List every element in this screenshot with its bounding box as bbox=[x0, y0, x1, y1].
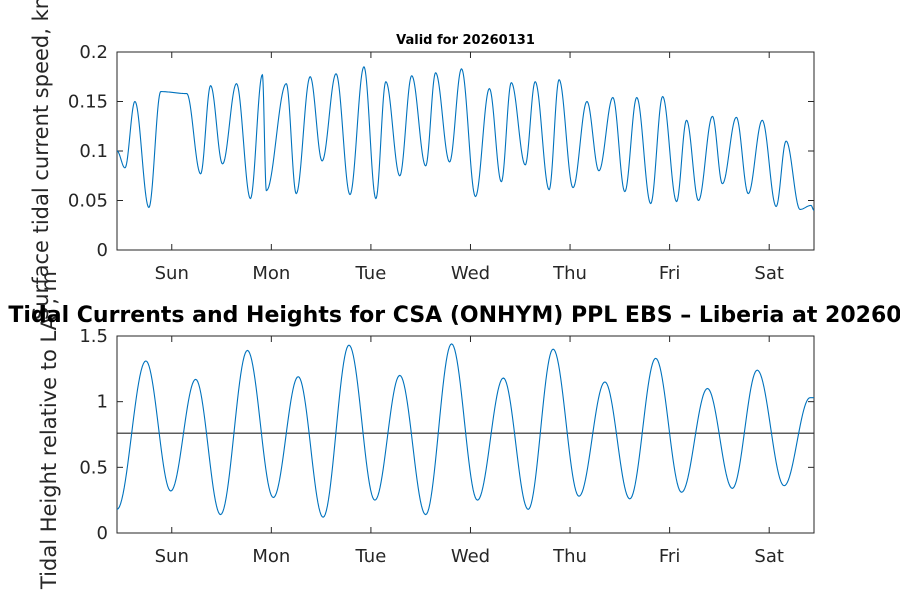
ytick-label: 0 bbox=[97, 240, 108, 261]
xtick-label-thu: Thu bbox=[552, 546, 587, 567]
tidal-height-axes: 0 0.5 1 1.5 Sun Mon Tue Wed Thu Fri Sat Tidal Heig… bbox=[37, 271, 815, 590]
ytick-label: 0.5 bbox=[79, 457, 108, 478]
xtick-label-sun: Sun bbox=[155, 263, 189, 284]
tidal-height-ylabel: Tidal Height relative to LAT, m bbox=[37, 271, 61, 590]
xtick-label-mon: Mon bbox=[252, 263, 290, 284]
ytick-label: 0.2 bbox=[79, 42, 108, 63]
xtick-label-thu: Thu bbox=[552, 263, 587, 284]
xtick-label-mon: Mon bbox=[252, 546, 290, 567]
ytick-label: 0.1 bbox=[79, 141, 108, 162]
figure-main-title: Tidal Currents and Heights for CSA (ONHY… bbox=[8, 303, 900, 328]
ytick-label: 0 bbox=[97, 523, 108, 544]
xtick-label-sun: Sun bbox=[155, 546, 189, 567]
xtick-label-fri: Fri bbox=[659, 263, 680, 284]
xtick-label-sat: Sat bbox=[754, 546, 784, 567]
xtick-label-tue: Tue bbox=[355, 263, 387, 284]
current-speed-axes: 0 0.05 0.1 0.15 0.2 Sun Mon Tue Wed Thu Fri Sat Val… bbox=[29, 0, 815, 320]
ytick-label: 0.15 bbox=[68, 92, 108, 113]
xtick-label-wed: Wed bbox=[451, 263, 490, 284]
series-line bbox=[116, 343, 814, 518]
xtick-label-wed: Wed bbox=[451, 546, 490, 567]
xtick-label-fri: Fri bbox=[659, 546, 680, 567]
ytick-label: 1 bbox=[97, 392, 108, 413]
current-speed-plot-area bbox=[116, 51, 815, 251]
xtick-label-sat: Sat bbox=[754, 263, 784, 284]
current-speed-title: Valid for 20260131 bbox=[396, 33, 535, 48]
series-line bbox=[116, 66, 815, 211]
xtick-label-tue: Tue bbox=[355, 546, 387, 567]
ytick-label: 0.05 bbox=[68, 191, 108, 212]
current-speed-ylabel: Surface tidal current speed, kn bbox=[29, 0, 53, 320]
ytick-label: 1.5 bbox=[79, 326, 108, 347]
